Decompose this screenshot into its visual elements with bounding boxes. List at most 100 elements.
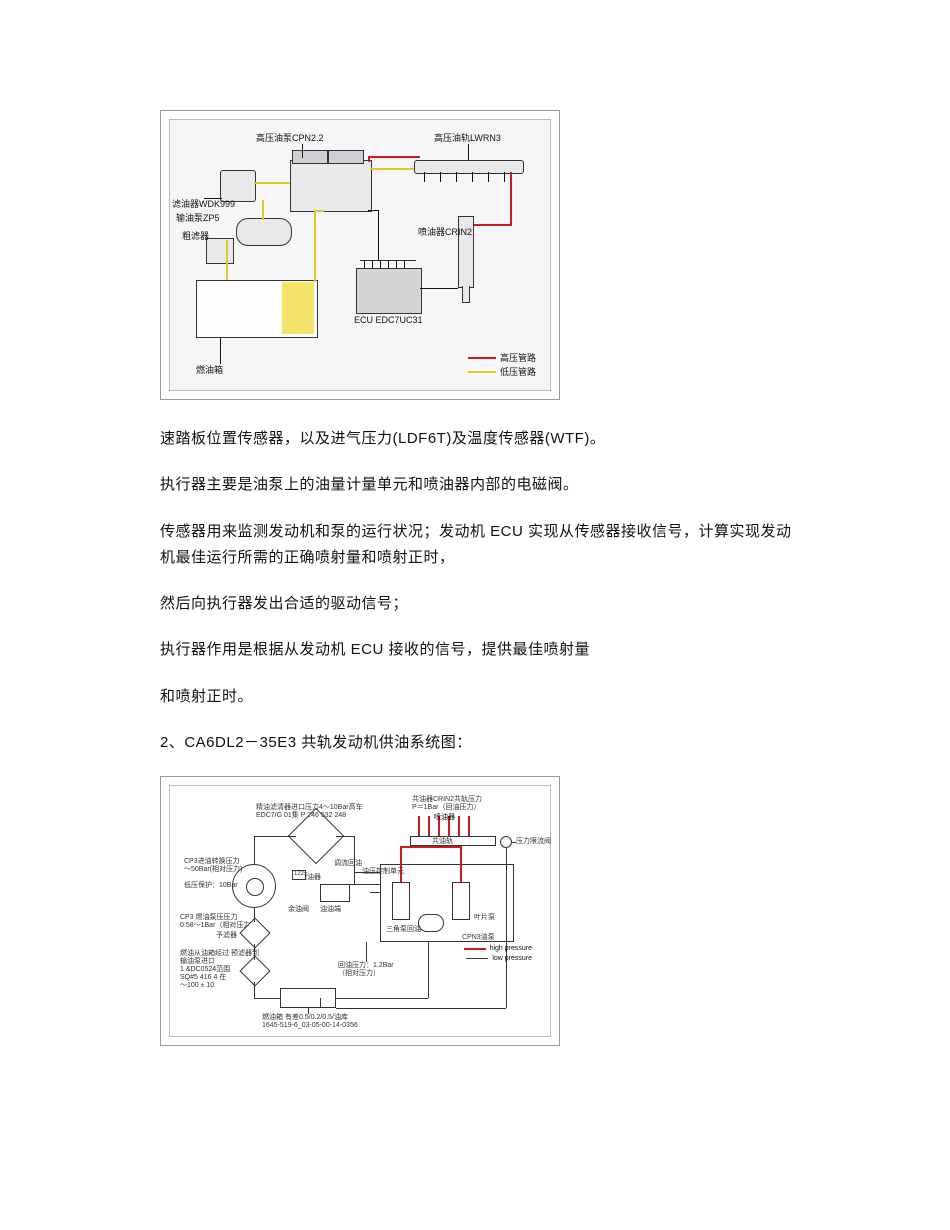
d2-legend-lp: low pressure bbox=[466, 955, 532, 962]
d2-legend-lp-t: low pressure bbox=[492, 955, 532, 962]
d2-pre2-to-tank bbox=[254, 982, 255, 998]
ecu-fin-1 bbox=[364, 260, 365, 268]
para-5: 执行器作用是根据从发动机 ECU 接收的信号，提供最佳喷射量 bbox=[160, 637, 800, 663]
d2-gear-to-pre bbox=[254, 908, 255, 922]
d2-filter-down bbox=[354, 836, 355, 884]
para-3: 传感器用来监测发动机和泵的运行状况；发动机 ECU 实现从传感器接收信号，计算实… bbox=[160, 519, 800, 572]
d2-group: CPN3油泵 bbox=[462, 934, 495, 942]
d2-tank-c: 1 &DC0524范围 bbox=[180, 966, 230, 974]
d2-small-tag-t: 122± bbox=[294, 871, 307, 878]
label-injector: 喷油器CRIN2 bbox=[418, 228, 472, 238]
block-coarse bbox=[206, 238, 234, 264]
d2-oilrail: 共油轨 bbox=[432, 838, 453, 846]
legend-hp: 高压管路 bbox=[468, 351, 536, 364]
para-7: 2、CA6DL2－35E3 共轨发动机供油系统图： bbox=[160, 730, 800, 756]
lead-rail bbox=[468, 144, 469, 160]
d2-tank-e: ～100 ± 10 bbox=[180, 982, 214, 990]
ecu-fin-6 bbox=[404, 260, 405, 268]
diagram-2-canvas: 共油器CRIN2共轨压力 P＝1Bar（回油压力） 喷油器 共油轨 压力限流阀 … bbox=[169, 785, 551, 1037]
block-hp-pump bbox=[290, 160, 372, 212]
rail-drop-4 bbox=[472, 172, 473, 182]
d2-filter-to-valve bbox=[350, 884, 380, 885]
d2-relief bbox=[500, 836, 512, 848]
pipe-lp-return bbox=[314, 210, 316, 282]
block-hp-pump-top-2 bbox=[328, 150, 364, 164]
label-coarse: 粗滤器 bbox=[182, 232, 209, 242]
d2-rail bbox=[410, 836, 496, 846]
rail-drop-6 bbox=[504, 172, 505, 182]
pipe-lp-overflow-top bbox=[370, 168, 414, 170]
wire-ecu-pump-h bbox=[368, 210, 378, 211]
lead-filter bbox=[204, 198, 222, 199]
d2-cp-v1 bbox=[392, 882, 410, 920]
d2-relief-return-into-tank bbox=[320, 998, 321, 1008]
d2-small5: 三角泵回油 bbox=[386, 926, 421, 934]
d2-relief-return-h bbox=[336, 1008, 506, 1009]
d2-cp-return-h bbox=[336, 998, 428, 999]
para-1: 速踏板位置传感器，以及进气压力(LDF6T)及温度传感器(WTF)。 bbox=[160, 426, 800, 452]
d2-prefilter-t: 予滤器 bbox=[216, 932, 237, 940]
d2-flow-to-cp bbox=[370, 892, 380, 893]
d2-tank-cap2: 1645-519-6_03-05-00-14-0356 bbox=[262, 1022, 358, 1030]
d2-relief-return-v bbox=[506, 848, 507, 1008]
d2-tank-b: 输油泵进口 bbox=[180, 958, 215, 966]
ecu-fin-5 bbox=[396, 260, 397, 268]
d2-tank bbox=[280, 988, 336, 1008]
ecu-fin-4 bbox=[388, 260, 389, 268]
block-hp-pump-top bbox=[292, 150, 328, 164]
legend-lp-text: 低压管路 bbox=[500, 365, 536, 378]
legend-lp: 低压管路 bbox=[468, 365, 536, 378]
para-6: 和喷射正时。 bbox=[160, 684, 800, 710]
label-ecu: ECU EDC7UC31 bbox=[354, 316, 423, 326]
d2-hp-v1 bbox=[400, 846, 402, 882]
d2-p-return: 回油压力：1.2Bar bbox=[338, 962, 394, 970]
label-feed-pump: 输油泵ZP5 bbox=[176, 214, 220, 224]
label-hp-pump: 高压油泵CPN2.2 bbox=[256, 134, 324, 144]
d2-return-lead bbox=[366, 942, 367, 962]
d2-relief-lead bbox=[512, 842, 516, 843]
d2-cp-out: CP3 燃油泵压压力 bbox=[180, 914, 238, 922]
d2-top-right: 共油器CRIN2共轨压力 bbox=[412, 796, 482, 804]
pipe-hp-pump-rail bbox=[370, 156, 420, 158]
d2-flow-valve bbox=[320, 884, 350, 902]
d2-relief-t: 压力限流阀 bbox=[516, 838, 551, 846]
d2-p-return2: （相对压力） bbox=[338, 970, 380, 978]
d2-lp: 低压保护：10Bar bbox=[184, 882, 238, 890]
pipe-lp-filter-pump bbox=[254, 182, 290, 184]
pipe-hp-rail-inj-v bbox=[510, 172, 512, 224]
block-feed-pump bbox=[236, 218, 292, 246]
block-ecu bbox=[356, 268, 422, 314]
d2-hp-v2 bbox=[460, 846, 462, 882]
d2-tank-lead bbox=[308, 1008, 309, 1014]
diagram-fuel-system-1: 高压油泵CPN2.2 高压油轨LWRN3 滤油器WDK999 输油泵ZP5 粗滤… bbox=[160, 110, 560, 400]
body-text: 速踏板位置传感器，以及进气压力(LDF6T)及温度传感器(WTF)。 执行器主要… bbox=[160, 426, 800, 756]
para-2: 执行器主要是油泵上的油量计量单元和喷油器内部的电磁阀。 bbox=[160, 472, 800, 498]
d2-inj-1 bbox=[418, 816, 420, 836]
label-filter: 滤油器WDK999 bbox=[172, 200, 235, 210]
rail-drop-3 bbox=[456, 172, 457, 182]
d2-gear-inner bbox=[246, 878, 264, 896]
d2-small2: 油油端 bbox=[320, 906, 341, 914]
pipe-hp-rail-inj-h bbox=[470, 224, 512, 226]
block-filter bbox=[220, 170, 256, 202]
pipe-hp-pump-up bbox=[368, 156, 370, 162]
d2-legend-hp: high pressure bbox=[464, 945, 532, 952]
d2-cp-v2 bbox=[452, 882, 470, 920]
d2-inj-5 bbox=[458, 816, 460, 836]
d2-midvalve-lead bbox=[354, 872, 380, 873]
diagram-fuel-system-2: 共油器CRIN2共轨压力 P＝1Bar（回油压力） 喷油器 共油轨 压力限流阀 … bbox=[160, 776, 560, 1046]
d2-injectors: 喷油器 bbox=[434, 814, 455, 822]
rail-drop-2 bbox=[440, 172, 441, 182]
ecu-fin-2 bbox=[372, 260, 373, 268]
d2-filter-right bbox=[336, 836, 354, 837]
d2-tank-cap: 燃油箱 有差0.5/0.2/0.5/油库 bbox=[262, 1014, 348, 1022]
d2-small3: 余油阀 bbox=[288, 906, 309, 914]
diagram-1-canvas: 高压油泵CPN2.2 高压油轨LWRN3 滤油器WDK999 输油泵ZP5 粗滤… bbox=[169, 119, 551, 391]
d2-top-right-2: P＝1Bar（回油压力） bbox=[412, 804, 480, 812]
block-injector-tip bbox=[462, 286, 470, 303]
para-4: 然后向执行器发出合适的驱动信号； bbox=[160, 591, 800, 617]
d2-tank-d: SQ#5 416 4 在 bbox=[180, 974, 226, 982]
d2-pre2-to-tank-h bbox=[254, 998, 280, 999]
d2-gear-right bbox=[254, 836, 296, 837]
wire-ecu-inj bbox=[420, 288, 458, 289]
